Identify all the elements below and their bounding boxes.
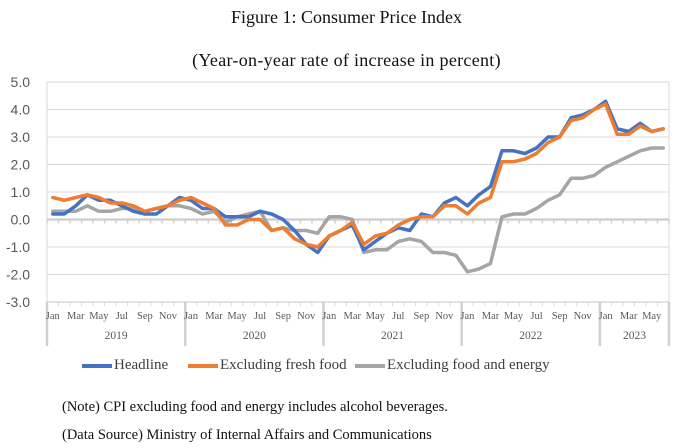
month-tick-label: May: [366, 311, 386, 322]
month-tick-label: Mar: [67, 311, 85, 322]
year-label: 2021: [381, 330, 404, 342]
legend-item-excluding-fresh-food: Excluding fresh food: [188, 357, 347, 374]
legend-swatch-headline: [82, 363, 112, 368]
month-tick-label: Jan: [599, 311, 614, 322]
month-tick-label: Mar: [343, 311, 361, 322]
x-axis: Jan Mar May Jul Sep Nov 2019 Jan Mar May Jul Sep Nov…: [45, 301, 671, 346]
month-tick-label: Nov: [574, 311, 593, 322]
legend-label-excluding-fresh-food: Excluding fresh food: [220, 357, 347, 373]
month-tick-label: Nov: [159, 311, 178, 322]
month-tick-label: Nov: [435, 311, 454, 322]
month-tick-label: Jan: [184, 311, 199, 322]
legend-label-excluding-food-and-energy: Excluding food and energy: [387, 357, 550, 373]
month-tick-label: May: [227, 311, 247, 322]
month-tick-label: May: [642, 311, 662, 322]
legend-item-headline: Headline: [82, 357, 168, 374]
month-tick-label: Nov: [297, 311, 316, 322]
month-tick-label: Mar: [482, 311, 500, 322]
month-tick-label: Jan: [322, 311, 337, 322]
month-tick-label: Jan: [46, 311, 61, 322]
y-tick-label: 5.0: [11, 74, 31, 90]
month-tick-label: Sep: [137, 311, 153, 322]
note-text: (Note) CPI excluding food and energy inc…: [62, 399, 448, 415]
y-tick-label: -3.0: [6, 294, 30, 310]
month-tick-label: Mar: [620, 311, 638, 322]
month-tick-label: May: [89, 311, 109, 322]
month-tick-label: Jan: [460, 311, 475, 322]
chart-title: Figure 1: Consumer Price Index: [231, 7, 462, 27]
month-tick-label: Jul: [116, 311, 128, 322]
data-source-text: (Data Source) Ministry of Internal Affai…: [62, 427, 432, 443]
month-tick-label: Jul: [392, 311, 404, 322]
legend-swatch-excluding-fresh-food: [188, 363, 218, 368]
chart-subtitle: (Year-on-year rate of increase in percen…: [192, 50, 501, 70]
legend-label-headline: Headline: [114, 357, 169, 373]
series-line-excluding-fresh-food: [51, 102, 665, 249]
month-tick-label: Jul: [530, 311, 542, 322]
series-lines: [51, 99, 665, 274]
y-tick-label: -2.0: [6, 267, 30, 283]
y-tick-label: 4.0: [11, 102, 31, 118]
legend: Headline Excluding fresh food Excluding …: [0, 357, 693, 377]
year-label: 2020: [243, 330, 266, 342]
month-tick-label: Sep: [413, 311, 429, 322]
y-tick-label: 0.0: [11, 212, 31, 228]
month-tick-label: Jul: [254, 311, 266, 322]
y-tick-label: 2.0: [11, 157, 31, 173]
month-tick-label: Sep: [552, 311, 568, 322]
year-label: 2022: [519, 330, 542, 342]
month-tick-label: May: [504, 311, 524, 322]
legend-swatch-excluding-food-and-energy: [355, 363, 385, 368]
year-label: 2023: [623, 330, 646, 342]
legend-item-excluding-food-and-energy: Excluding food and energy: [355, 357, 550, 374]
year-label: 2019: [105, 330, 128, 342]
y-tick-label: -1.0: [6, 239, 30, 255]
y-tick-label: 1.0: [11, 184, 31, 200]
month-tick-label: Mar: [205, 311, 223, 322]
y-axis: 5.0 4.0 3.0 2.0 1.0 0.0 -1.0 -2.0 -3.0: [6, 74, 30, 310]
month-tick-label: Sep: [275, 311, 291, 322]
y-tick-label: 3.0: [11, 129, 31, 145]
